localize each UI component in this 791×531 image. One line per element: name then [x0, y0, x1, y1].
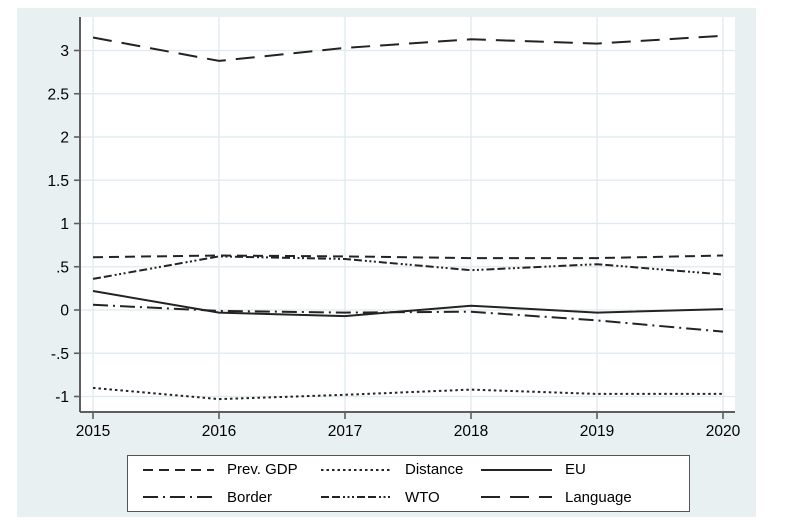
x-tick-label: 2015 [76, 423, 110, 440]
figure-panel: 3 2.5 2 1.5 1.5 0 -.5 -1 2015 2016 2017 2018 2019 202… [17, 8, 756, 517]
series-line-distance [92, 386, 723, 401]
y-tick-label: 1.5 [47, 173, 69, 190]
legend-item-eu: EU [480, 462, 689, 477]
legend-item-wto: WTO [320, 490, 480, 505]
y-tick-label: 0 [60, 303, 69, 320]
y-tick-label: -.5 [51, 346, 69, 363]
x-tick-label: 2018 [454, 423, 488, 440]
legend-label-wto: WTO [405, 488, 440, 506]
series-line-eu [92, 290, 724, 318]
series-line-prev-gdp [92, 254, 724, 260]
legend-line-sample-language [481, 496, 552, 499]
x-tick-label: 2020 [706, 423, 741, 440]
y-tick-label: .5 [56, 259, 69, 276]
legend-item-border: Border [142, 490, 320, 505]
legend-item-language: Language [480, 490, 689, 505]
chart-legend: Prev. GDP Distance EU Border WTO Language [127, 455, 690, 512]
y-tick-label: 1 [60, 216, 69, 233]
y-tick-label: 2.5 [47, 86, 69, 103]
x-tick-label: 2016 [202, 423, 236, 440]
series-line-language [92, 34, 724, 62]
legend-label-border: Border [227, 488, 273, 506]
y-tick-label: 2 [60, 130, 69, 147]
legend-line-sample-border [143, 496, 214, 499]
legend-label-distance: Distance [405, 461, 464, 479]
y-tick-label: -1 [55, 389, 69, 406]
legend-line-sample-wto [321, 496, 392, 499]
x-tick-label: 2019 [580, 423, 614, 440]
legend-label-language: Language [565, 488, 632, 506]
legend-item-distance: Distance [320, 462, 480, 477]
legend-line-sample-distance [321, 468, 392, 471]
series-line-wto [92, 255, 724, 280]
legend-line-sample-eu [481, 468, 552, 471]
plot-area [80, 17, 735, 412]
legend-label-eu: EU [565, 461, 586, 479]
x-tick-label: 2017 [328, 423, 362, 440]
legend-label-prev-gdp: Prev. GDP [227, 461, 298, 479]
series-line-border [92, 303, 724, 333]
legend-line-sample-prev-gdp [143, 468, 214, 471]
legend-item-prev-gdp: Prev. GDP [142, 462, 320, 477]
y-tick-label: 3 [60, 43, 69, 60]
